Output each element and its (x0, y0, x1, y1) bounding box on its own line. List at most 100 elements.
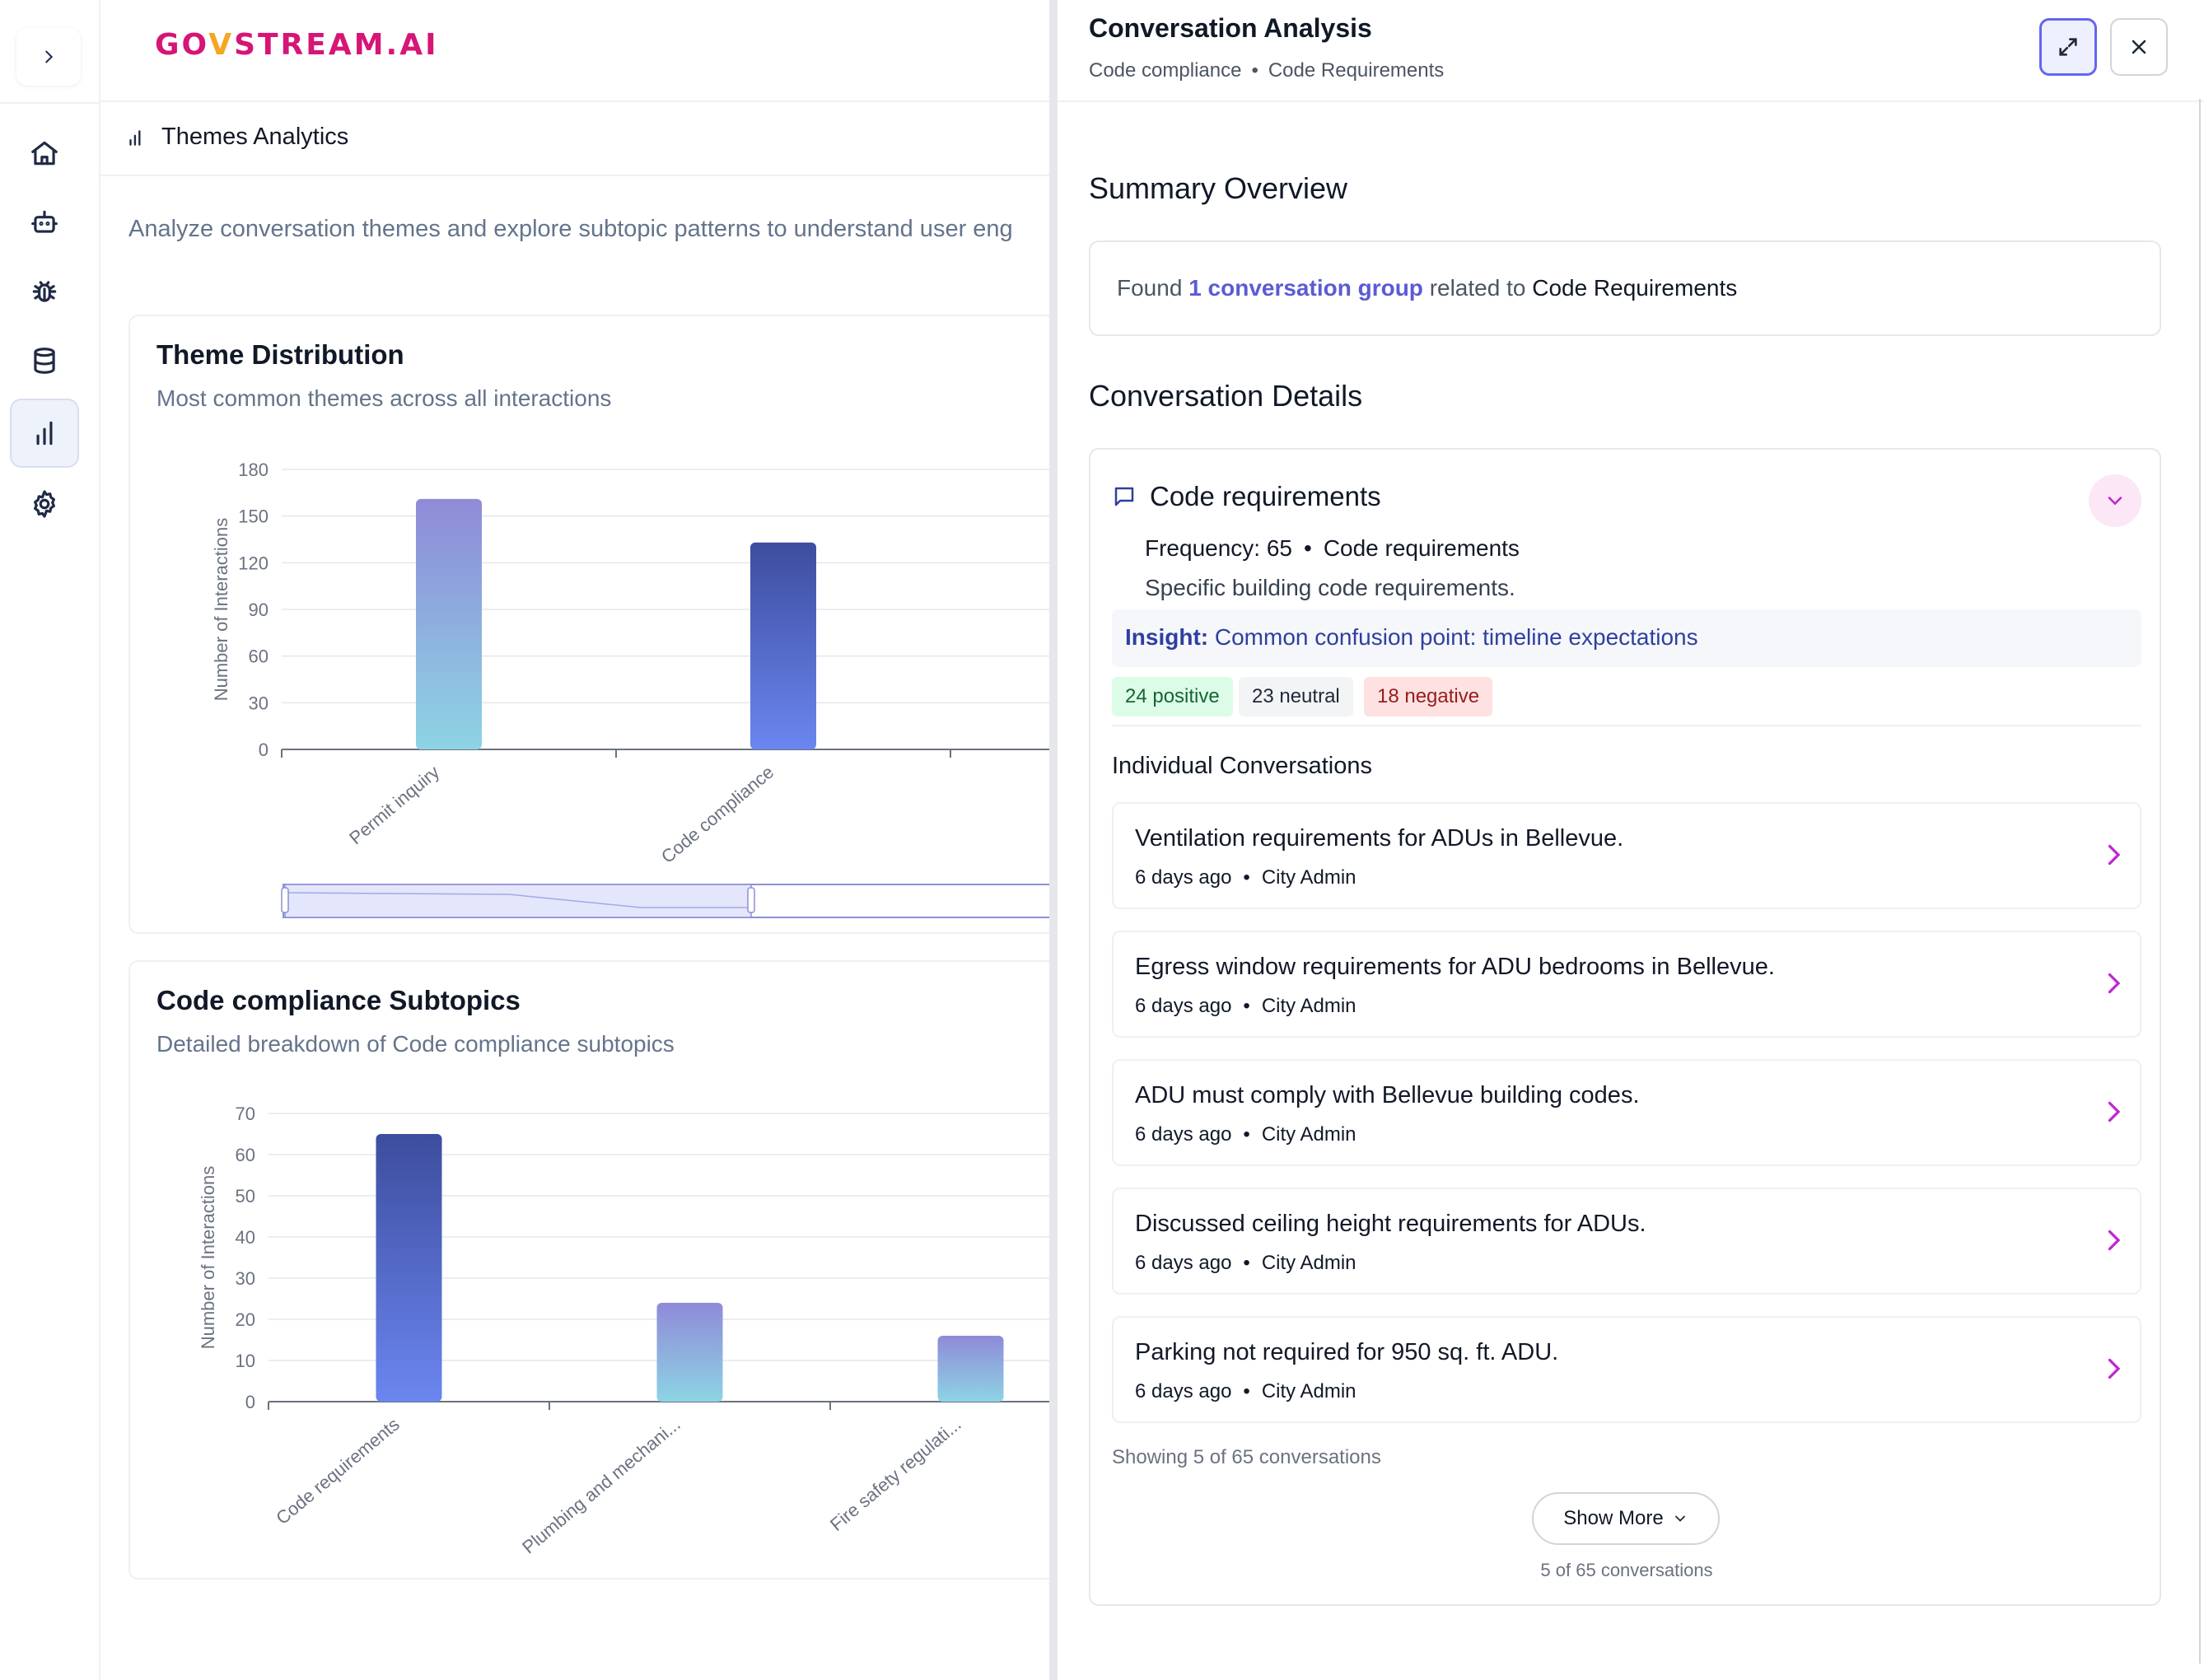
conversation-meta: 6 days ago • City Admin (1135, 1380, 1356, 1402)
chevron-right-icon (45, 50, 54, 63)
gear-icon (34, 490, 55, 518)
page-title: Themes Analytics (161, 124, 349, 150)
conversation-author: City Admin (1261, 1252, 1356, 1274)
conversation-author: City Admin (1261, 866, 1356, 889)
details-heading: Conversation Details (1089, 379, 1363, 413)
conversation-item[interactable]: ADU must comply with Bellevue building c… (1112, 1059, 2141, 1166)
conversation-item[interactable]: Ventilation requirements for ADUs in Bel… (1112, 802, 2141, 909)
y-tick-label: 30 (249, 693, 268, 713)
sidebar-item-bots[interactable] (10, 188, 79, 257)
conversation-item[interactable]: Discussed ceiling height requirements fo… (1112, 1188, 2141, 1295)
page-description: Analyze conversation themes and explore … (128, 216, 1013, 242)
conversation-title: Ventilation requirements for ADUs in Bel… (1135, 825, 1624, 852)
zoom-handle-left[interactable] (281, 887, 289, 913)
summary-heading: Summary Overview (1089, 171, 1348, 205)
pagination-count: 5 of 65 conversations (1540, 1560, 1713, 1580)
conversation-title: Parking not required for 950 sq. ft. ADU… (1135, 1339, 1559, 1365)
conversation-author: City Admin (1261, 995, 1356, 1017)
divider (1112, 725, 2141, 726)
conversation-title: ADU must comply with Bellevue building c… (1135, 1082, 1640, 1108)
y-tick-label: 20 (236, 1309, 255, 1330)
conversation-author: City Admin (1261, 1380, 1356, 1402)
x-tick-label: Permit inquiry (345, 762, 443, 849)
breadcrumb-theme[interactable]: Code compliance (1089, 59, 1242, 82)
conversation-item[interactable]: Egress window requirements for ADU bedro… (1112, 931, 2141, 1038)
conversation-time: 6 days ago (1135, 1252, 1232, 1274)
expand-sidebar-button[interactable] (16, 28, 81, 86)
breadcrumb-subtopic[interactable]: Code Requirements (1268, 59, 1445, 82)
top-bar: GOVSTREAM.AI (100, 0, 1053, 102)
bar-code-compliance (750, 542, 816, 749)
close-panel-button[interactable] (2110, 18, 2168, 76)
y-tick-label: 180 (238, 460, 268, 480)
summary-text: Found 1 conversation group related to Co… (1117, 275, 1738, 301)
conversation-title: Egress window requirements for ADU bedro… (1135, 954, 1775, 980)
sidebar-item-database[interactable] (10, 326, 79, 395)
y-tick-label: 40 (236, 1227, 255, 1248)
panel-header: Conversation Analysis Code compliance • Co… (1058, 0, 2204, 102)
showing-count: Showing 5 of 65 conversations (1112, 1446, 1381, 1468)
page-header: Themes Analytics (100, 104, 1053, 176)
sidebar-item-home[interactable] (10, 119, 79, 188)
y-tick-label: 70 (236, 1104, 255, 1124)
y-tick-label: 30 (236, 1268, 255, 1289)
group-description: Specific building code requirements. (1145, 575, 1515, 600)
chevron-right-icon (2108, 844, 2121, 866)
zoom-handle-right[interactable] (747, 887, 755, 913)
y-tick-label: 60 (249, 646, 268, 667)
positive-badge: 24 positive (1112, 677, 1233, 716)
conversation-meta: 6 days ago • City Admin (1135, 1123, 1356, 1146)
window-edge (2199, 99, 2201, 1664)
sidebar-rail (0, 0, 100, 1680)
sidebar-item-bugs[interactable] (10, 257, 79, 326)
show-more-button[interactable]: Show More (1532, 1492, 1720, 1545)
summary-box: Found 1 conversation group related to Co… (1089, 240, 2161, 336)
conversation-meta: 6 days ago • City Admin (1135, 866, 1356, 889)
conversation-group: Code requirements Frequency: 65 • Code req… (1089, 448, 2161, 1606)
close-icon (2132, 40, 2146, 54)
chevron-down-icon (1674, 1515, 1685, 1522)
panel-resize-divider[interactable] (1049, 0, 1058, 1680)
card-subtitle: Most common themes across all interactio… (156, 385, 612, 411)
sidebar-item-settings[interactable] (10, 469, 79, 539)
group-meta: Frequency: 65 • Code requirements (1145, 535, 1520, 561)
theme-distribution-card: Theme Distribution Most common themes ac… (128, 315, 1059, 934)
y-tick-label: 120 (238, 553, 268, 573)
panel-title: Conversation Analysis (1089, 13, 1372, 43)
chevron-right-icon (2108, 1358, 2121, 1379)
conversation-time: 6 days ago (1135, 1123, 1232, 1146)
conversation-analysis-panel: Conversation Analysis Code compliance • Co… (1058, 0, 2204, 1680)
bar-fire-safety-regulati- (937, 1336, 1004, 1402)
y-axis-label: Number of Interactions (211, 518, 231, 702)
home-icon (31, 141, 58, 166)
govstream-logo[interactable]: GOVSTREAM.AI (155, 28, 439, 62)
bot-icon (31, 210, 58, 233)
card-title: Theme Distribution (156, 339, 404, 370)
y-tick-label: 50 (236, 1186, 255, 1206)
sidebar-item-analytics[interactable] (10, 399, 79, 468)
zoom-slider-preview (284, 892, 751, 908)
conversation-item[interactable]: Parking not required for 950 sq. ft. ADU… (1112, 1316, 2141, 1423)
database-icon (34, 348, 55, 374)
conversation-time: 6 days ago (1135, 995, 1232, 1017)
x-tick-label: Code compliance (657, 762, 777, 867)
chevron-right-icon (2108, 1230, 2121, 1251)
y-tick-label: 0 (259, 740, 268, 760)
chevron-down-icon (2108, 497, 2122, 506)
maximize-icon (2059, 38, 2077, 56)
y-tick-label: 90 (249, 600, 268, 620)
conversation-time: 6 days ago (1135, 1380, 1232, 1402)
expand-panel-button[interactable] (2039, 18, 2097, 76)
conversation-title: Discussed ceiling height requirements fo… (1135, 1211, 1646, 1237)
subtopics-card: Code compliance Subtopics Detailed break… (128, 960, 1059, 1580)
chevron-right-icon (2108, 1101, 2121, 1122)
group-title: Code requirements (1150, 481, 1381, 511)
bug-icon (32, 281, 57, 302)
subtopics-chart: 0 10 20 30 40 50 60 70 Number of Interactions Cod… (198, 1104, 1058, 1558)
negative-badge: 18 negative (1364, 677, 1493, 716)
y-axis-label: Number of Interactions (198, 1166, 218, 1350)
y-tick-label: 150 (238, 506, 268, 527)
x-tick-label: Plumbing and mechani... (518, 1414, 684, 1558)
collapse-group-button[interactable] (2089, 474, 2141, 527)
conversation-time: 6 days ago (1135, 866, 1232, 889)
